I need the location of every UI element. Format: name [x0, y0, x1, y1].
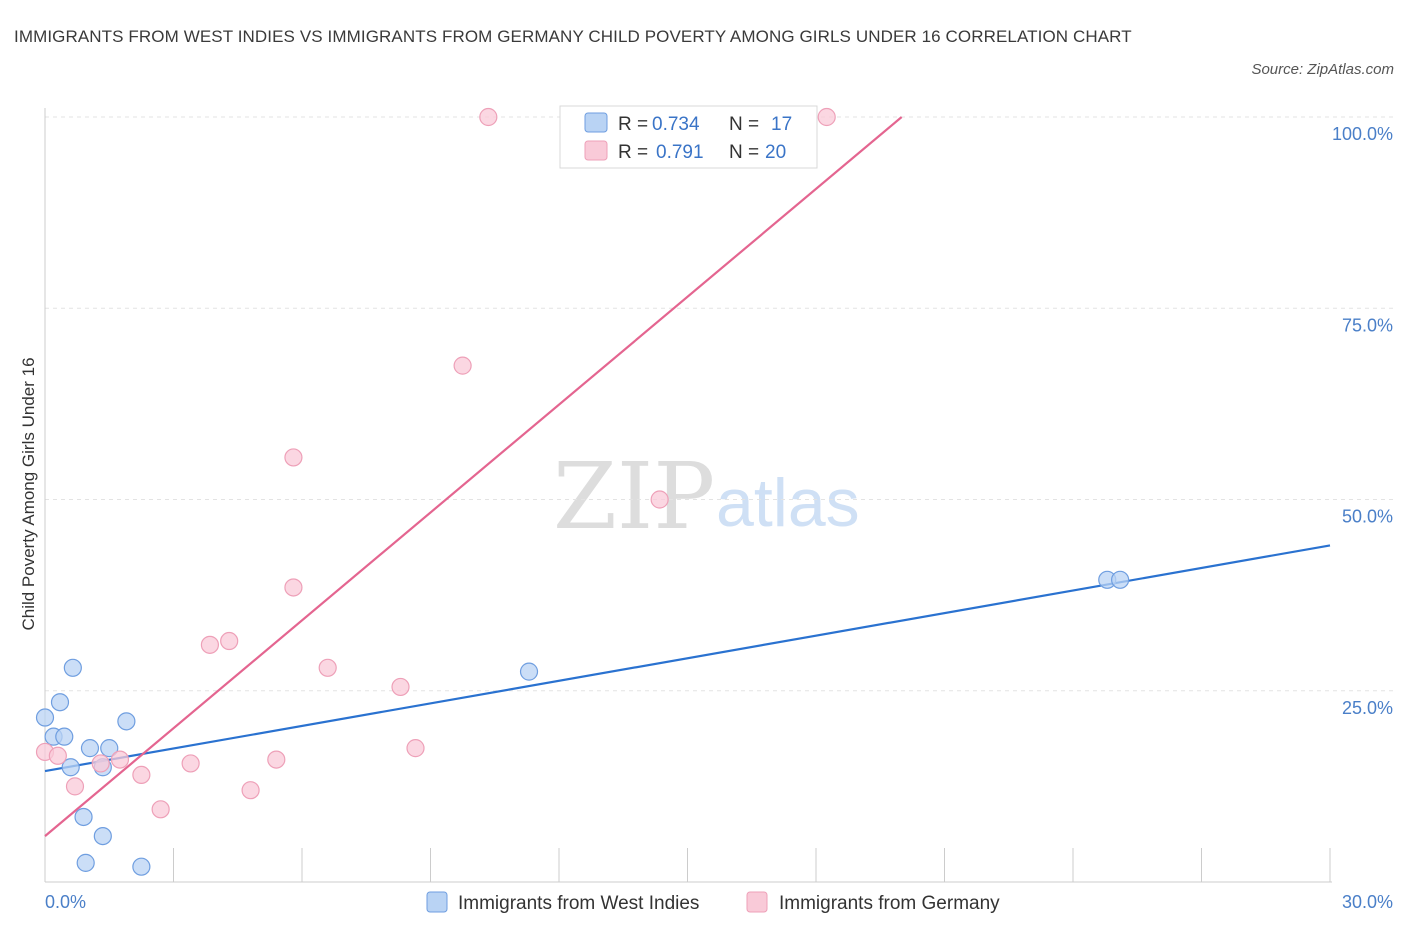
axes — [44, 108, 1332, 883]
point-germany-1 — [48, 746, 67, 765]
y-tick-label-2: 75.0% — [1342, 315, 1393, 335]
legend-r-label-west-indies: R = — [618, 114, 648, 135]
x-tick-label-0: 0.0% — [45, 892, 86, 912]
legend-swatch-west-indies — [584, 112, 608, 133]
legend-n-value-west-indies: 17 — [771, 114, 792, 135]
point-west-indies-6 — [74, 807, 93, 827]
chart-title: IMMIGRANTS FROM WEST INDIES VS IMMIGRANT… — [14, 27, 1132, 46]
point-west-indies-14 — [519, 662, 539, 681]
watermark-atlas: atlas — [716, 465, 860, 541]
bottom-legend-label-west-indies: Immigrants from West Indies — [458, 893, 699, 914]
point-germany-5 — [132, 765, 151, 785]
point-west-indies-5 — [63, 658, 82, 677]
y-tick-labels: 25.0% 50.0% 75.0% 100.0% — [1332, 124, 1393, 718]
legend-box: R = 0.734 N = 17 R = 0.791 N = 20 — [559, 105, 818, 169]
point-west-indies-8 — [80, 739, 100, 758]
y-tick-label-3: 100.0% — [1332, 124, 1393, 144]
watermark-zip: ZIP — [553, 443, 715, 550]
bottom-legend-swatch-germany — [746, 891, 768, 913]
point-west-indies-3 — [55, 727, 74, 746]
legend-r-value-germany: 0.791 — [656, 142, 704, 163]
trend-line-germany — [44, 116, 903, 837]
legend-r-label-germany: R = — [618, 142, 648, 163]
point-west-indies-16 — [1111, 570, 1130, 589]
point-germany-9 — [220, 631, 239, 651]
point-west-indies-0 — [35, 708, 55, 727]
source-credit: Source: ZipAtlas.com — [1251, 61, 1394, 78]
legend-n-label-west-indies: N = — [729, 114, 759, 135]
bottom-legend-swatch-west-indies — [426, 891, 448, 913]
y-axis-title: Child Poverty Among Girls Under 16 — [19, 357, 38, 630]
point-west-indies-9 — [93, 826, 112, 846]
point-germany-18 — [479, 107, 498, 127]
legend-n-label-germany: N = — [729, 142, 759, 163]
data-points — [35, 107, 1130, 876]
point-germany-15 — [391, 677, 410, 697]
point-germany-8 — [200, 635, 220, 654]
y-tick-label-0: 25.0% — [1342, 698, 1393, 718]
point-germany-2 — [65, 777, 85, 796]
legend-swatch-germany — [584, 140, 608, 161]
x-tick-label-1: 30.0% — [1342, 892, 1393, 912]
legend-n-value-germany: 20 — [765, 142, 786, 163]
bottom-legend: Immigrants from West Indies Immigrants f… — [426, 891, 1000, 914]
point-germany-19 — [650, 490, 669, 509]
bottom-legend-label-germany: Immigrants from Germany — [779, 893, 1000, 914]
point-germany-10 — [241, 781, 260, 800]
legend-r-value-west-indies: 0.734 — [652, 114, 700, 135]
point-germany-3 — [91, 754, 110, 773]
point-germany-14 — [318, 658, 337, 677]
point-germany-16 — [406, 739, 425, 758]
point-germany-4 — [110, 750, 130, 769]
point-west-indies-7 — [76, 853, 95, 872]
point-germany-12 — [284, 448, 303, 467]
point-west-indies-13 — [132, 857, 151, 876]
y-tick-label-1: 50.0% — [1342, 507, 1393, 527]
watermark: ZIP atlas — [553, 443, 860, 550]
point-germany-6 — [151, 800, 170, 819]
trend-line-west-indies — [44, 544, 1331, 773]
point-germany-13 — [284, 578, 303, 597]
point-germany-17 — [453, 356, 472, 375]
point-west-indies-4 — [61, 758, 80, 777]
point-west-indies-12 — [117, 712, 136, 731]
point-west-indies-2 — [50, 693, 70, 712]
x-tick-labels: 0.0% 30.0% — [45, 892, 1393, 912]
point-germany-11 — [267, 750, 286, 769]
point-west-indies-11 — [100, 739, 119, 758]
grid-lines — [45, 116, 1395, 692]
point-germany-7 — [181, 754, 200, 773]
point-germany-20 — [817, 107, 836, 127]
